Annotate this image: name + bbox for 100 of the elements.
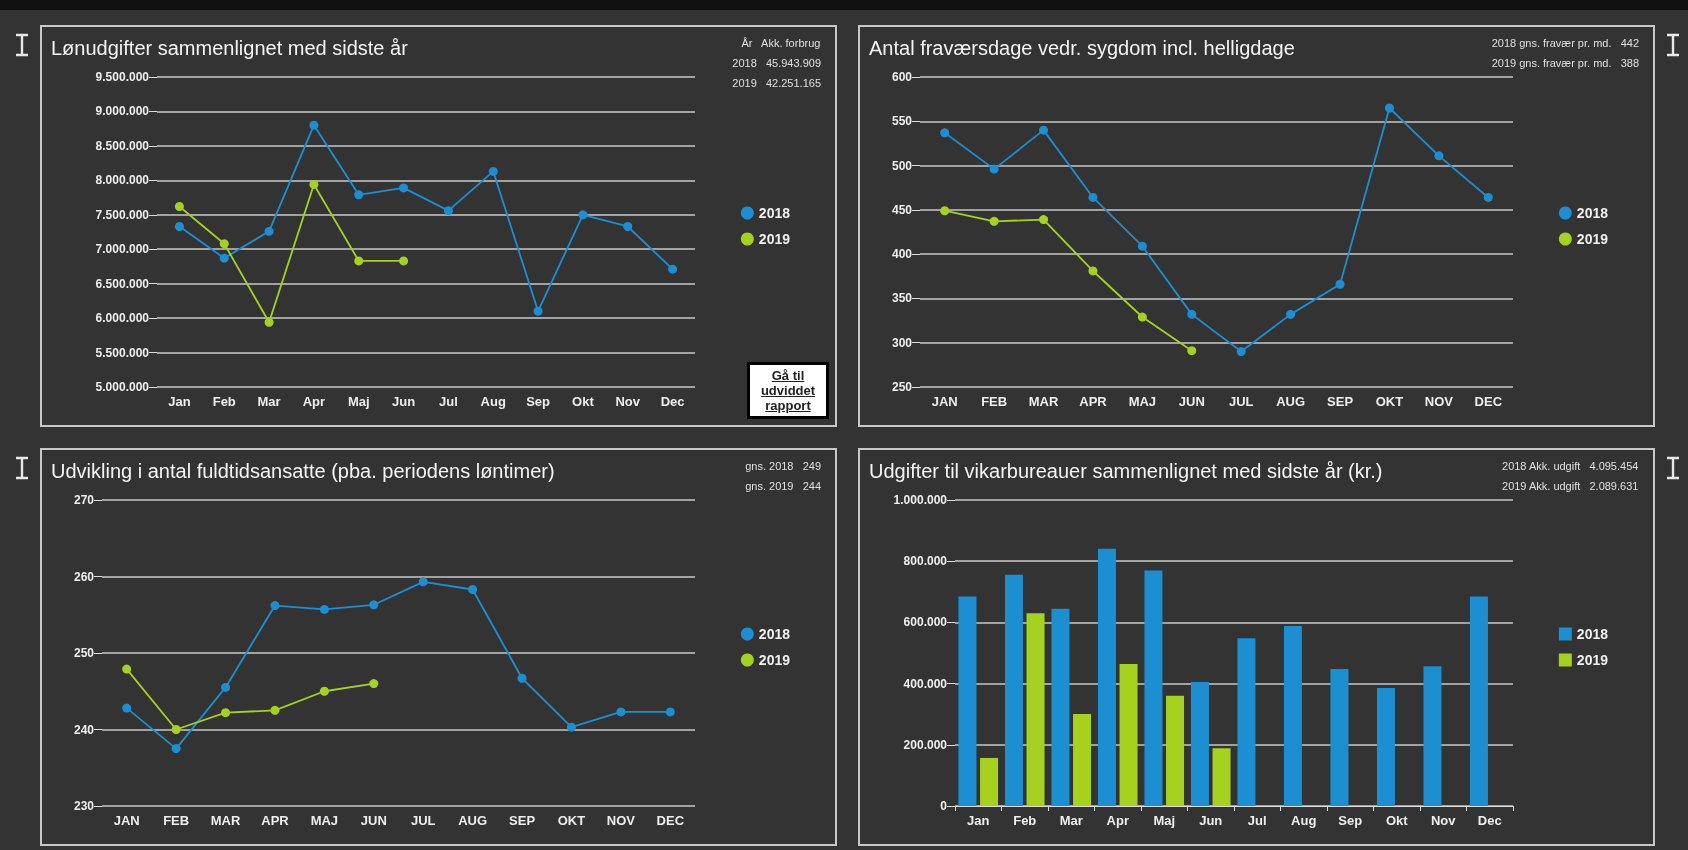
- y-tick-label: 8.000.000: [95, 173, 150, 188]
- x-tick-label: Apr: [1106, 813, 1129, 828]
- text: 2018 gns. fravær pr. md. 442: [1491, 36, 1639, 49]
- x-tick-label: Okt: [1385, 813, 1409, 828]
- point: [533, 306, 543, 316]
- x-tick-label: DEC: [656, 813, 685, 828]
- x-tick-label: MAJ: [1128, 394, 1157, 409]
- point: [488, 166, 498, 176]
- point: [1434, 151, 1444, 161]
- point: [1039, 125, 1049, 135]
- bar: [1026, 613, 1045, 806]
- y-tick-label: 250: [73, 646, 95, 660]
- point: [319, 686, 329, 696]
- legend-label: 2019: [1576, 652, 1609, 668]
- x-tick-label: APR: [1079, 394, 1108, 409]
- point: [309, 179, 319, 189]
- chart-title: Udgifter til vikarbureauer sammenlignet med sidste år (kr.): [869, 460, 1383, 482]
- x-tick-label: OKT: [1375, 394, 1404, 409]
- x-tick-label: SEP: [1327, 394, 1354, 409]
- legend-label: 2018: [1576, 205, 1609, 221]
- x-tick-label: JUN: [1178, 394, 1205, 409]
- legend-label: 2018: [758, 626, 791, 642]
- point: [989, 164, 999, 174]
- x-tick-label: Apr: [302, 394, 326, 409]
- x-tick-label: FEB: [163, 813, 190, 828]
- y-tick-label: 270: [73, 493, 95, 507]
- bar: [1097, 548, 1116, 806]
- chart-title: Lønudgifter sammenlignet med sidste år: [51, 37, 409, 59]
- point: [1137, 241, 1147, 251]
- x-tick-label: NOV: [606, 813, 636, 828]
- point: [270, 705, 280, 715]
- y-tick-label: 500: [891, 158, 913, 173]
- x-tick-label: Aug: [1291, 813, 1317, 828]
- x-tick-label: MAJ: [310, 813, 339, 828]
- point: [668, 264, 678, 274]
- y-tick-label: 230: [73, 799, 95, 813]
- point: [354, 190, 364, 200]
- y-tick-label: 800.000: [903, 554, 948, 569]
- x-tick-label: Mar: [1059, 813, 1083, 828]
- x-tick-label: Aug: [480, 394, 506, 409]
- point: [309, 120, 319, 130]
- point: [122, 664, 132, 674]
- point: [1088, 266, 1098, 276]
- point: [989, 216, 999, 226]
- chart-title: Udvikling i antal fuldtidsansatte (pba. periodens løntimer): [51, 460, 555, 482]
- y-tick-label: 7.000.000: [95, 242, 150, 257]
- y-tick-label: 6.500.000: [95, 276, 150, 291]
- point: [517, 673, 527, 683]
- x-tick-label: Sep: [1338, 813, 1363, 828]
- y-tick-label: 400.000: [903, 676, 948, 691]
- legend-label: 2019: [758, 652, 791, 668]
- point: [369, 679, 379, 689]
- point: [623, 221, 633, 231]
- x-tick-label: Mar: [257, 394, 281, 409]
- x-tick-label: Feb: [212, 394, 236, 409]
- point: [1088, 192, 1098, 202]
- point: [1137, 312, 1147, 322]
- point: [578, 210, 588, 220]
- point: [1187, 309, 1197, 319]
- point: [468, 585, 478, 594]
- point: [566, 722, 576, 732]
- point: [399, 256, 409, 266]
- legend-label: 2019: [1576, 231, 1609, 247]
- y-tick-label: 600.000: [903, 615, 948, 630]
- x-tick-label: SEP: [509, 813, 536, 828]
- bar: [1051, 608, 1070, 806]
- point: [264, 317, 274, 327]
- x-tick-label: Feb: [1013, 813, 1037, 828]
- x-tick-label: NOV: [1424, 394, 1454, 409]
- point: [270, 601, 280, 611]
- x-tick-label: Jan: [967, 813, 990, 828]
- y-tick-label: 250: [891, 380, 913, 394]
- y-tick-label: 400: [891, 247, 913, 262]
- bar: [1212, 748, 1231, 806]
- point: [171, 725, 181, 734]
- y-tick-label: 5.000.000: [95, 380, 150, 394]
- text: 2018 Akk. udgift 4.095.454: [1502, 459, 1639, 472]
- x-tick-label: Jun: [1199, 813, 1223, 828]
- text: gns. 2018 249: [745, 459, 821, 472]
- y-tick-label: 450: [891, 202, 913, 217]
- point: [219, 239, 229, 249]
- bar: [1469, 596, 1488, 806]
- point: [1483, 192, 1493, 202]
- point: [122, 703, 132, 713]
- text: gns. 2019 244: [745, 479, 821, 492]
- point: [418, 577, 428, 587]
- legend-label: 2018: [758, 205, 791, 221]
- bar: [958, 596, 977, 806]
- point: [443, 206, 453, 216]
- y-tick-label: 9.500.000: [95, 70, 150, 84]
- point: [219, 253, 229, 263]
- text: Gå til udviddet rapport: [747, 362, 829, 419]
- bar: [1423, 666, 1442, 806]
- x-tick-label: Dec: [1477, 813, 1502, 828]
- y-tick-label: 8.500.000: [95, 138, 150, 153]
- y-tick-label: 350: [891, 291, 913, 306]
- x-tick-label: JAN: [931, 394, 958, 409]
- x-tick-label: Sep: [526, 394, 551, 409]
- point: [171, 744, 181, 754]
- x-tick-label: MAR: [210, 813, 241, 828]
